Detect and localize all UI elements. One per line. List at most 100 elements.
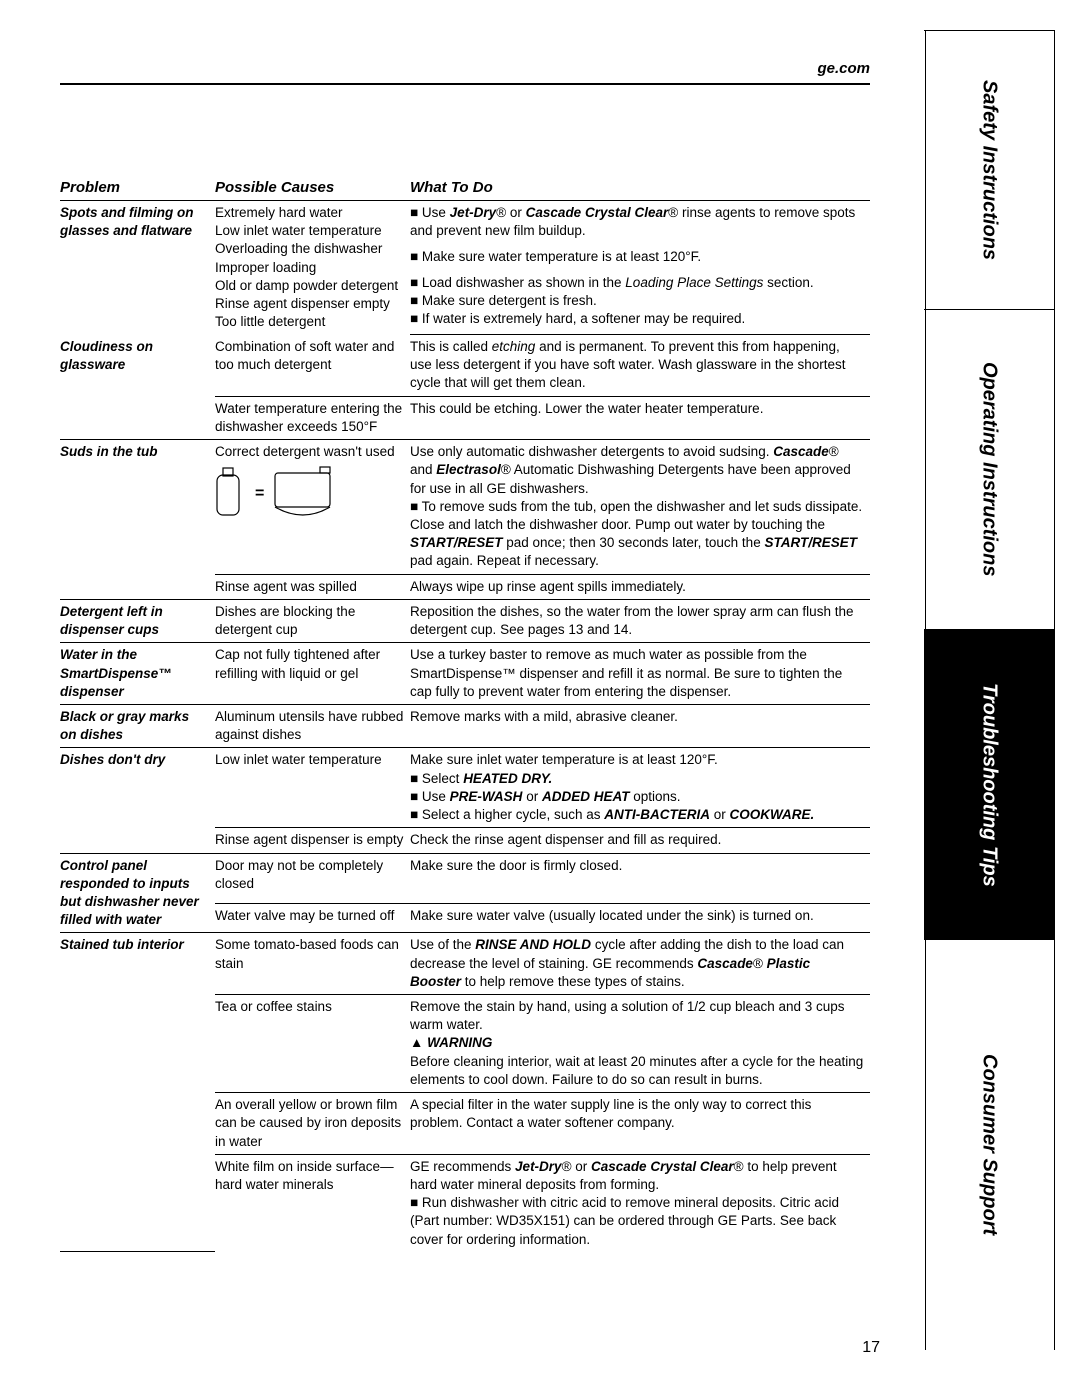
todo-text: Use only automatic dishwasher detergents… bbox=[410, 444, 773, 459]
page-number: 17 bbox=[862, 1339, 880, 1357]
table-row: Water in the SmartDispense™ dispenser Ca… bbox=[60, 643, 870, 705]
tab-operating[interactable]: Operating Instructions bbox=[924, 310, 1054, 630]
svg-text:=: = bbox=[255, 485, 264, 502]
todo-cell: Reposition the dishes, so the water from… bbox=[410, 599, 870, 642]
brand: Electrasol bbox=[436, 462, 501, 477]
todo-text: Remove the stain by hand, using a soluti… bbox=[410, 999, 845, 1032]
troubleshooting-content: Problem Possible Causes What To Do Spots… bbox=[60, 175, 870, 1252]
tab-label: Consumer Support bbox=[978, 1054, 1001, 1235]
todo-text: ® bbox=[753, 956, 767, 971]
control-label: RINSE AND HOLD bbox=[475, 937, 591, 952]
problem-cell: Stained tub interior bbox=[60, 933, 215, 1252]
cause-text: Rinse agent dispenser empty bbox=[215, 296, 390, 311]
control-label: PRE-WASH bbox=[450, 789, 523, 804]
cause-text: Correct detergent wasn't used bbox=[215, 444, 395, 459]
cause-cell: Correct detergent wasn't used = bbox=[215, 440, 410, 575]
cause-text: Old or damp powder detergent bbox=[215, 278, 398, 293]
cause-cell: Some tomato-based foods can stain bbox=[215, 933, 410, 995]
todo-cell: Remove marks with a mild, abrasive clean… bbox=[410, 704, 870, 747]
problem-cell: Detergent left in dispenser cups bbox=[60, 599, 215, 642]
todo-cell: GE recommends Jet-Dry® or Cascade Crysta… bbox=[410, 1154, 870, 1252]
problem-cell: Control panel responded to inputs but di… bbox=[60, 853, 215, 933]
col-todo: What To Do bbox=[410, 175, 870, 201]
tab-troubleshooting[interactable]: Troubleshooting Tips bbox=[924, 630, 1054, 940]
tab-label: Safety Instructions bbox=[978, 80, 1001, 260]
cause-text: Improper loading bbox=[215, 260, 316, 275]
side-tabs: Safety Instructions Operating Instructio… bbox=[925, 30, 1055, 1350]
table-row: Dishes don't dry Low inlet water tempera… bbox=[60, 748, 870, 828]
cause-cell: Dishes are blocking the detergent cup bbox=[215, 599, 410, 642]
tab-label: Operating Instructions bbox=[978, 362, 1001, 576]
cause-cell: Water temperature entering the dishwashe… bbox=[215, 396, 410, 439]
cause-cell: Extremely hard water Low inlet water tem… bbox=[215, 201, 410, 335]
cause-cell: Door may not be completely closed bbox=[215, 853, 410, 904]
todo-text: This is called bbox=[410, 339, 492, 354]
control-label: COOKWARE. bbox=[730, 807, 815, 822]
brand: Jet-Dry bbox=[515, 1159, 562, 1174]
problem-cell: Dishes don't dry bbox=[60, 748, 215, 853]
todo-text: ■ Use bbox=[410, 789, 450, 804]
problem-cell: Black or gray marks on dishes bbox=[60, 704, 215, 747]
table-row: Cloudiness on glassware Combination of s… bbox=[60, 335, 870, 397]
cause-cell: Rinse agent dispenser is empty bbox=[215, 828, 410, 853]
todo-cell: This could be etching. Lower the water h… bbox=[410, 396, 870, 439]
control-label: ANTI-BACTERIA bbox=[604, 807, 710, 822]
todo-text: ® or bbox=[562, 1159, 591, 1174]
cause-text: Extremely hard water bbox=[215, 205, 343, 220]
col-causes: Possible Causes bbox=[215, 175, 410, 201]
control-label: START/RESET bbox=[410, 535, 503, 550]
todo-text: ■ Make sure detergent is fresh. bbox=[410, 293, 597, 308]
todo-text: options. bbox=[629, 789, 680, 804]
tab-label: Troubleshooting Tips bbox=[978, 683, 1001, 887]
detergent-icon: = bbox=[215, 461, 404, 530]
todo-text: ■ Run dishwasher with citric acid to rem… bbox=[410, 1195, 839, 1246]
brand: Cascade Crystal Clear bbox=[526, 205, 669, 220]
brand: Cascade Crystal Clear bbox=[591, 1159, 734, 1174]
cause-cell: White film on inside surface—hard water … bbox=[215, 1154, 410, 1252]
todo-cell: Always wipe up rinse agent spills immedi… bbox=[410, 574, 870, 599]
problem-cell: Water in the SmartDispense™ dispenser bbox=[60, 643, 215, 705]
ref-text: Loading Place Settings bbox=[625, 275, 763, 290]
todo-cell: Make sure water valve (usually located u… bbox=[410, 904, 870, 933]
table-row: Stained tub interior Some tomato-based f… bbox=[60, 933, 870, 995]
warning-icon: ▲ bbox=[410, 1035, 427, 1050]
todo-text: GE recommends bbox=[410, 1159, 515, 1174]
cause-cell: Combination of soft water and too much d… bbox=[215, 335, 410, 397]
todo-cell: ■ Load dishwasher as shown in the Loadin… bbox=[410, 271, 870, 335]
cause-cell: An overall yellow or brown film can be c… bbox=[215, 1093, 410, 1155]
troubleshooting-table: Problem Possible Causes What To Do Spots… bbox=[60, 175, 870, 1252]
header-url: ge.com bbox=[60, 60, 1040, 77]
todo-cell: Use only automatic dishwasher detergents… bbox=[410, 440, 870, 575]
term: etching bbox=[492, 339, 536, 354]
brand: Jet-Dry bbox=[450, 205, 497, 220]
control-label: HEATED DRY. bbox=[463, 771, 552, 786]
warning-text: WARNING bbox=[427, 1035, 492, 1050]
todo-cell: Check the rinse agent dispenser and fill… bbox=[410, 828, 870, 853]
control-label: ADDED HEAT bbox=[542, 789, 630, 804]
cause-cell: Rinse agent was spilled bbox=[215, 574, 410, 599]
tab-consumer[interactable]: Consumer Support bbox=[924, 940, 1054, 1350]
cause-cell: Low inlet water temperature bbox=[215, 748, 410, 828]
todo-text: ® or bbox=[496, 205, 525, 220]
todo-text: Use of the bbox=[410, 937, 475, 952]
todo-text: ■ Load dishwasher as shown in the bbox=[410, 275, 625, 290]
todo-text: ■ Select a higher cycle, such as bbox=[410, 807, 604, 822]
table-row: Spots and filming on glasses and flatwar… bbox=[60, 201, 870, 246]
todo-cell: A special filter in the water supply lin… bbox=[410, 1093, 870, 1155]
todo-text: or bbox=[522, 789, 542, 804]
cause-text: Overloading the dishwasher bbox=[215, 241, 382, 256]
todo-cell: Remove the stain by hand, using a soluti… bbox=[410, 995, 870, 1093]
problem-cell: Suds in the tub bbox=[60, 440, 215, 600]
col-problem: Problem bbox=[60, 175, 215, 201]
todo-text: ■ To remove suds from the tub, open the … bbox=[410, 499, 862, 532]
cause-cell: Cap not fully tightened after refilling … bbox=[215, 643, 410, 705]
todo-cell: This is called etching and is permanent.… bbox=[410, 335, 870, 397]
todo-text: pad once; then 30 seconds later, touch t… bbox=[503, 535, 765, 550]
warning-label: ▲ WARNING bbox=[410, 1035, 492, 1050]
cause-cell: Tea or coffee stains bbox=[215, 995, 410, 1093]
cause-cell: Water valve may be turned off bbox=[215, 904, 410, 933]
cause-text: Too little detergent bbox=[215, 314, 325, 329]
tab-safety[interactable]: Safety Instructions bbox=[924, 30, 1054, 310]
todo-cell: ■ Use Jet-Dry® or Cascade Crystal Clear®… bbox=[410, 201, 870, 246]
todo-cell: Make sure inlet water temperature is at … bbox=[410, 748, 870, 828]
